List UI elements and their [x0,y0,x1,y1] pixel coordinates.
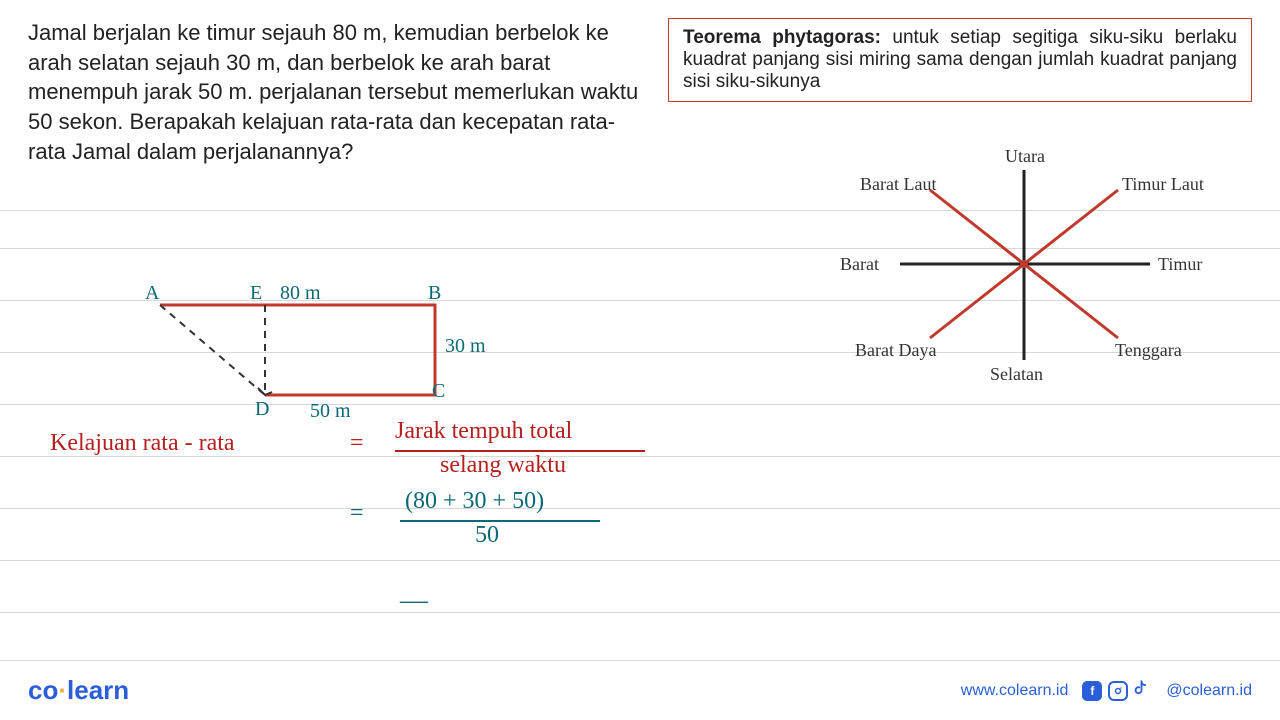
formula-rhs-bot: selang waktu [440,452,566,479]
compass-center-icon [1020,260,1028,268]
pt-c: C [432,380,445,403]
question-text: Jamal berjalan ke timur sejauh 80 m, kem… [28,18,648,166]
instagram-icon[interactable] [1108,681,1128,701]
footer: co·learn www.colearn.id f @colearn.id [0,660,1280,720]
formula-eq1: = [350,430,364,457]
brand-logo: co·learn [28,675,129,706]
logo-dot-icon: · [58,675,67,705]
footer-url[interactable]: www.colearn.id [961,682,1069,700]
compass-e: Timur [1158,254,1202,275]
path-sketch: A E B C D 80 m 30 m 50 m [150,280,500,440]
facebook-icon[interactable]: f [1082,681,1102,701]
logo-co: co [28,675,58,705]
pt-a: A [145,282,159,305]
tiktok-icon[interactable] [1134,679,1152,702]
edge-ab: 80 m [280,282,321,305]
footer-handle[interactable]: @colearn.id [1166,682,1252,700]
compass-nw: Barat Laut [860,174,936,195]
compass-rose: Utara Timur Laut Timur Tenggara Selatan … [840,140,1220,400]
pt-b: B [428,282,441,305]
theorem-box: Teorema phytagoras: untuk setiap segitig… [668,18,1252,102]
compass-se: Tenggara [1115,340,1182,361]
formula-sub-bot: 50 [475,522,499,549]
pt-e: E [250,282,262,305]
formula-eq2: = [350,500,364,527]
formula-lhs: Kelajuan rata - rata [50,430,235,457]
edge-bc: 30 m [445,335,486,358]
pt-d: D [255,398,269,421]
compass-w: Barat [840,254,879,275]
extra-dash: — [400,585,428,617]
formula-sub-top: (80 + 30 + 50) [405,488,544,515]
compass-ne: Timur Laut [1122,174,1204,195]
edge-dc: 50 m [310,400,351,423]
social-icons: f [1082,679,1152,702]
frac-line-2 [400,520,600,522]
theorem-title: Teorema phytagoras: [683,27,881,48]
compass-sw: Barat Daya [855,340,936,361]
compass-s: Selatan [990,364,1043,385]
compass-n: Utara [1005,146,1045,167]
formula-rhs-top: Jarak tempuh total [395,418,572,445]
logo-learn: learn [67,675,129,705]
